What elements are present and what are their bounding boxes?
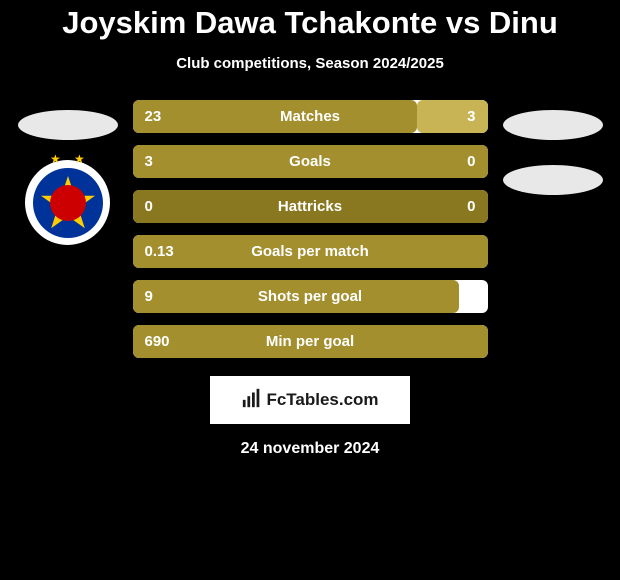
site-name: FcTables.com [266, 390, 378, 410]
stat-value-left: 9 [145, 280, 153, 313]
stat-value-left: 690 [145, 325, 170, 358]
stat-bar: Goals per match0.13 [133, 235, 488, 268]
right-column [498, 100, 608, 195]
footer-date: 24 november 2024 [0, 440, 620, 458]
stat-label: Min per goal [133, 325, 488, 358]
player-headshot-placeholder-left [18, 110, 118, 140]
stats-column: Matches233Goals30Hattricks00Goals per ma… [133, 100, 488, 358]
stat-label: Hattricks [133, 190, 488, 223]
left-column: ★ ★ [13, 100, 123, 245]
stat-value-left: 23 [145, 100, 162, 133]
small-star-icon: ★ [74, 152, 85, 166]
site-badge: FcTables.com [210, 376, 410, 424]
stat-value-right: 0 [467, 145, 475, 178]
stat-value-left: 0.13 [145, 235, 174, 268]
club-logo-placeholder-right [503, 165, 603, 195]
page-title: Joyskim Dawa Tchakonte vs Dinu [0, 5, 620, 41]
stat-value-left: 3 [145, 145, 153, 178]
stat-value-left: 0 [145, 190, 153, 223]
stat-bar: Matches23 3 [133, 100, 488, 133]
stat-label: Matches [133, 100, 488, 133]
small-star-icon: ★ [50, 152, 61, 166]
club-logo-left: ★ ★ [25, 160, 110, 245]
stat-bar: Shots per goal9 [133, 280, 488, 313]
stat-bar: Hattricks0 0 [133, 190, 488, 223]
player-headshot-placeholder-right [503, 110, 603, 140]
stat-label: Shots per goal [133, 280, 488, 313]
stat-value-right: 3 [467, 100, 475, 133]
stat-label: Goals per match [133, 235, 488, 268]
stat-bar: Goals3 0 [133, 145, 488, 178]
chart-icon [241, 387, 263, 414]
main-content: ★ ★ Matches233Goals30Hattricks00Goals pe… [0, 100, 620, 358]
stat-value-right: 0 [467, 190, 475, 223]
stat-bar: Min per goal690 [133, 325, 488, 358]
page-subtitle: Club competitions, Season 2024/2025 [0, 55, 620, 72]
stat-label: Goals [133, 145, 488, 178]
comparison-card: Joyskim Dawa Tchakonte vs Dinu Club comp… [0, 0, 620, 580]
